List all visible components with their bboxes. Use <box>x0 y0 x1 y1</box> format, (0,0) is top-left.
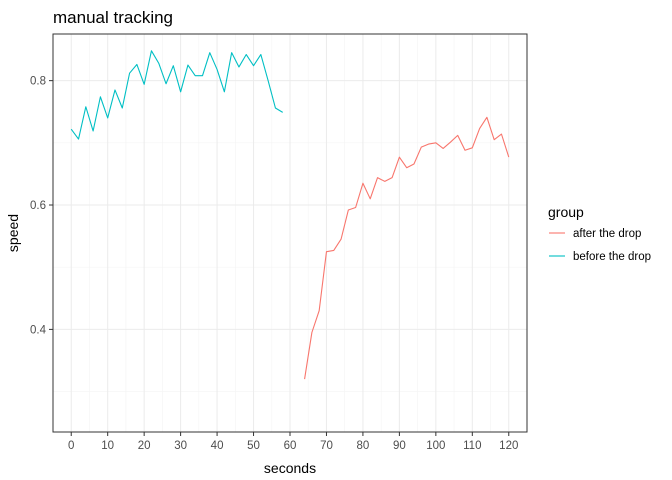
x-axis: 0 10 20 30 40 50 60 70 80 90 100 110 120 <box>68 432 518 452</box>
x-tick-label: 120 <box>499 440 518 452</box>
chart-title: manual tracking <box>53 8 173 27</box>
x-tick-label: 90 <box>393 440 406 452</box>
x-tick-label: 30 <box>174 440 187 452</box>
x-tick-label: 80 <box>357 440 370 452</box>
grid <box>53 34 527 432</box>
x-tick-label: 100 <box>426 440 445 452</box>
series-layer <box>70 50 510 380</box>
legend-label-before-the-drop: before the drop <box>573 251 651 263</box>
y-tick-label: 0.6 <box>30 200 46 212</box>
legend-title: group <box>548 204 584 220</box>
x-tick-label: 70 <box>320 440 333 452</box>
series-line-before-the-drop <box>70 50 283 140</box>
x-tick-label: 20 <box>138 440 151 452</box>
y-tick-label: 0.8 <box>30 76 46 88</box>
y-axis: 0.4 0.6 0.8 <box>30 76 53 336</box>
y-tick-label: 0.4 <box>30 324 47 336</box>
x-axis-title: seconds <box>264 460 316 476</box>
x-tick-label: 40 <box>211 440 224 452</box>
legend: group after the drop before the drop <box>548 204 651 265</box>
y-axis-title: speed <box>5 214 21 252</box>
x-tick-label: 110 <box>463 440 481 452</box>
series-line-after-the-drop <box>304 116 510 380</box>
x-tick-label: 0 <box>68 440 74 452</box>
x-tick-label: 60 <box>284 440 297 452</box>
legend-label-after-the-drop: after the drop <box>573 228 641 240</box>
x-tick-label: 10 <box>101 440 114 452</box>
x-tick-label: 50 <box>247 440 260 452</box>
